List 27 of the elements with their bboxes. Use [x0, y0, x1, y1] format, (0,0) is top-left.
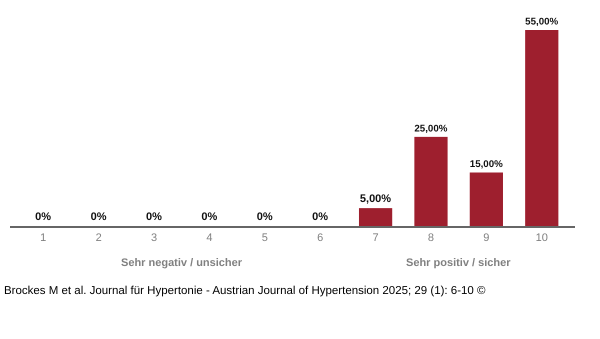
data-label: 0% — [90, 211, 107, 223]
x-tick-label: 6 — [317, 232, 324, 244]
bar — [470, 172, 503, 226]
data-label: 0% — [256, 211, 273, 223]
data-label: 0% — [35, 211, 52, 223]
data-label: 0% — [312, 211, 328, 223]
x-tick-label: 8 — [428, 232, 434, 244]
data-label: 15,00% — [470, 158, 504, 170]
x-tick-label: 1 — [40, 232, 46, 244]
x-tick-label: 7 — [372, 232, 379, 244]
data-label: 25,00% — [414, 123, 448, 134]
text: Sehr negativ / unsicher — [121, 257, 243, 269]
data-label: 0% — [201, 211, 218, 223]
x-tick-label: 4 — [206, 232, 212, 244]
data-label: 55,00% — [525, 16, 559, 28]
data-label: 5,00% — [360, 193, 392, 206]
x-tick-label: 2 — [96, 232, 102, 244]
data-label: 0% — [146, 211, 162, 223]
bar — [525, 30, 558, 226]
x-tick-label: 5 — [262, 232, 268, 244]
text: Sehr positiv / sicher — [406, 257, 512, 269]
x-tick-label: 3 — [150, 232, 158, 244]
text: Brockes M et al. Journal für Hypertonie - Austrian Journal of Hypertension 2025; 29 (1): 6-10 © — [4, 285, 486, 297]
x-tick-label: 9 — [483, 232, 490, 244]
bar — [358, 208, 392, 226]
x-tick-label: 10 — [536, 232, 548, 244]
bar — [414, 136, 448, 226]
